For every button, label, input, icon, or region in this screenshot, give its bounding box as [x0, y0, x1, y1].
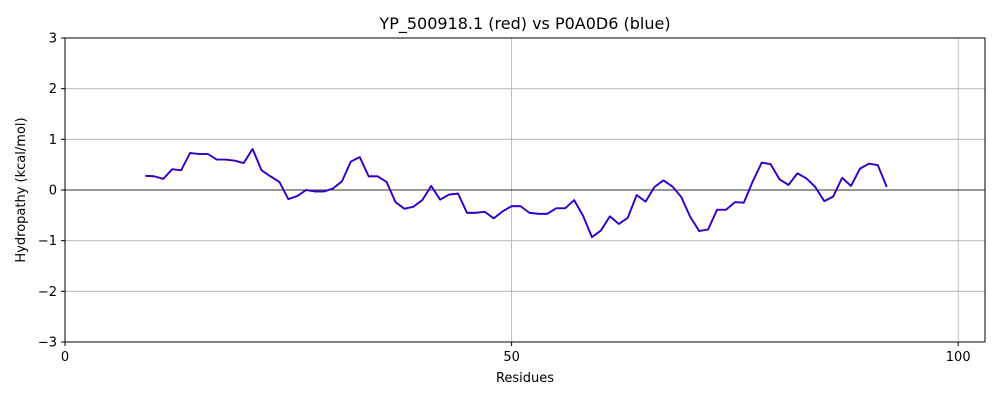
y-tick-label: −3: [38, 336, 57, 351]
series-layer: [145, 148, 888, 239]
y-tick-label: −1: [38, 234, 57, 249]
y-axis-label: Hydropathy (kcal/mol): [14, 117, 29, 262]
x-tick-label: 100: [946, 350, 971, 365]
y-tick-label: 0: [49, 184, 57, 199]
grid: [64, 37, 985, 343]
series-line-red: [145, 148, 888, 239]
series-line-blue: [145, 148, 888, 239]
y-tick-label: 2: [49, 82, 57, 97]
y-tick-label: 1: [49, 133, 57, 148]
chart-title: YP_500918.1 (red) vs P0A0D6 (blue): [378, 14, 670, 34]
x-axis-label: Residues: [496, 371, 554, 386]
y-tick-label: −2: [38, 285, 57, 300]
ticks: 0 50 100 −3 −2 −1 0 1 2 3: [38, 32, 971, 366]
y-tick-label: 3: [49, 32, 57, 47]
x-tick-label: 0: [61, 350, 69, 365]
x-tick-label: 50: [503, 350, 520, 365]
